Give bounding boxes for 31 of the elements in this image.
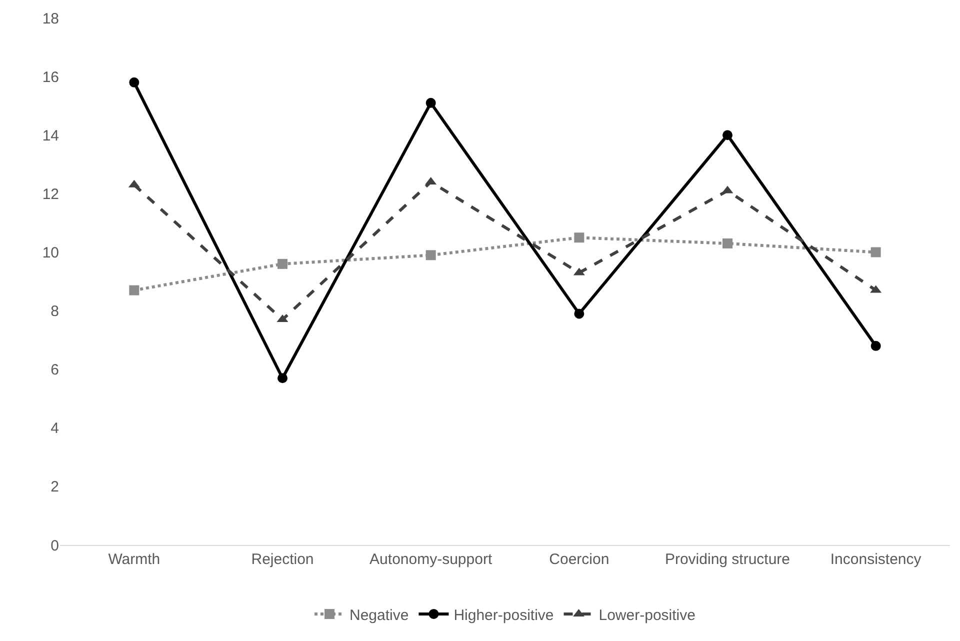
point [722, 238, 732, 248]
y-tick-label: 8 [50, 303, 59, 320]
y-tick-label: 18 [42, 10, 59, 28]
y-tick-label: 12 [42, 186, 59, 203]
y-tick-label: 6 [50, 362, 59, 379]
point [574, 308, 584, 319]
y-tick-label: 10 [42, 244, 59, 262]
x-tick-label: Coercion [549, 551, 610, 568]
legend-label: Higher-positive [454, 606, 554, 624]
point [574, 232, 584, 243]
point [426, 98, 436, 108]
x-tick-label: Providing structure [664, 551, 790, 568]
point [129, 285, 140, 296]
legend-label: Lower-positive [598, 606, 696, 624]
y-tick-label: 0 [50, 537, 59, 554]
y-tick-label: 4 [50, 420, 59, 438]
point [870, 340, 881, 351]
legend-label: Negative [350, 606, 409, 624]
x-tick-label: Autonomy-support [370, 551, 493, 568]
point [426, 250, 436, 260]
x-tick-label: Warmth [108, 551, 160, 568]
point [722, 130, 732, 140]
y-tick-label: 2 [50, 478, 59, 496]
point [129, 77, 140, 88]
x-tick-label: Inconsistency [830, 551, 922, 568]
point [278, 258, 288, 269]
y-tick-label: 14 [42, 127, 59, 144]
point [870, 247, 881, 258]
x-tick-label: Rejection [251, 551, 314, 568]
point [278, 373, 288, 384]
y-tick-label: 16 [42, 68, 59, 86]
